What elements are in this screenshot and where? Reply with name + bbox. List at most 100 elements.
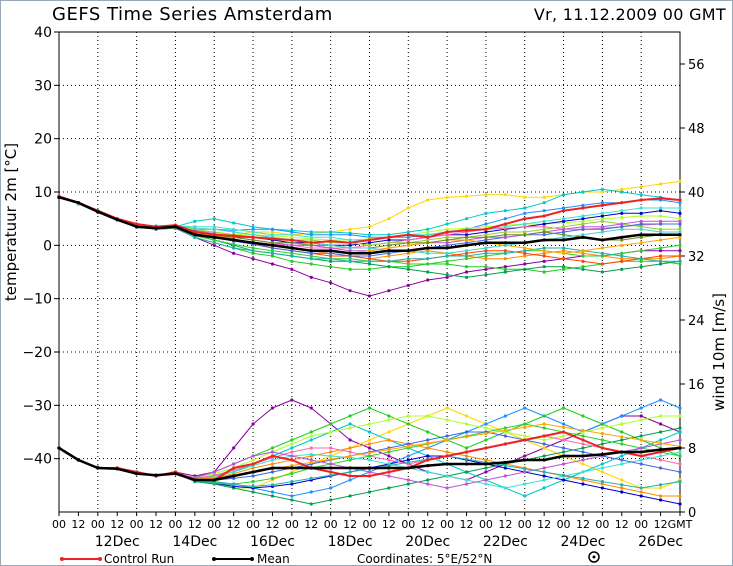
temperature-ensemble-line-point: [484, 222, 488, 226]
temperature-ensemble-line-point: [581, 249, 585, 253]
temperature-ensemble-line-point: [426, 249, 430, 253]
temperature-ensemble-line-point: [523, 225, 527, 229]
x-hour-label: 00: [363, 518, 377, 531]
temperature-ensemble-line-point: [658, 206, 663, 210]
wind-ensemble-line-point: [445, 434, 449, 438]
wind-ensemble-line-point: [484, 458, 488, 462]
temperature-ensemble-line-point: [464, 249, 469, 253]
temperature-ensemble-line-point: [426, 230, 430, 234]
wind-control-run-line-point: [387, 470, 391, 474]
temperature-ensemble-line-point: [387, 238, 391, 242]
temperature-ensemble-line-point: [329, 254, 333, 258]
wind-ensemble-line-point: [367, 470, 372, 474]
temperature-ensemble-line-point: [542, 246, 546, 250]
temperature-ensemble-line-point: [367, 267, 372, 271]
temperature-ensemble-line-point: [658, 230, 663, 234]
wind-ensemble-line-point: [600, 422, 604, 426]
temperature-ensemble-line-point: [561, 249, 566, 253]
temperature-mean-line-point: [484, 241, 488, 245]
temperature-control-run-line-point: [426, 235, 430, 239]
wind-ensemble-line-point: [523, 494, 527, 498]
temperature-ensemble-line-point: [387, 251, 391, 255]
wind-mean-line-point: [445, 462, 449, 466]
temperature-ensemble-line-point: [193, 219, 197, 223]
temperature-mean-line-point: [154, 226, 158, 230]
wind-ensemble-line-point: [639, 418, 643, 422]
wind-ensemble-line-point: [348, 446, 352, 450]
wind-control-run-line-point: [484, 446, 488, 450]
wind-ensemble-line-point: [639, 494, 643, 498]
temperature-ensemble-line-point: [270, 241, 275, 245]
temperature-ensemble-line-point: [523, 254, 527, 258]
temperature-ensemble-line-point: [639, 241, 643, 245]
temperature-ensemble-line-point: [367, 233, 372, 237]
temperature-ensemble-line-point: [387, 246, 391, 250]
x-hour-label: 00: [518, 518, 532, 531]
wind-ensemble-line-point: [464, 435, 469, 439]
temperature-ensemble-line-point: [542, 230, 546, 234]
wind-ensemble-line-point: [464, 482, 469, 486]
x-hour-label: 12: [304, 518, 318, 531]
wind-ensemble-line-point: [251, 474, 255, 478]
wind-mean-line-point: [270, 466, 275, 470]
wind-ensemble-line-point: [309, 406, 313, 410]
temperature-ensemble-line-point: [484, 238, 488, 242]
temperature-ensemble-line-point: [678, 211, 682, 215]
temperature-ensemble-line-point: [523, 267, 527, 271]
wind-ensemble-line-point: [581, 482, 585, 486]
temperature-ensemble-line-point: [270, 262, 275, 266]
y-tick-label-left: 30: [34, 78, 52, 94]
wind-ensemble-line-point: [426, 478, 430, 482]
temperature-ensemble-line-point: [426, 278, 430, 282]
wind-ensemble-line-point: [561, 422, 566, 426]
wind-ensemble-line-point: [620, 483, 624, 487]
temperature-ensemble-line-point: [581, 219, 585, 223]
wind-ensemble-line-point: [620, 462, 624, 466]
wind-mean-line-point: [76, 458, 81, 462]
temperature-ensemble-line-point: [658, 262, 663, 266]
wind-ensemble-line-point: [639, 434, 643, 438]
wind-ensemble-line-point: [406, 444, 410, 448]
wind-ensemble-line-point: [232, 476, 236, 480]
temperature-ensemble-line-point: [542, 227, 546, 231]
temperature-ensemble-line-point: [309, 254, 313, 258]
wind-ensemble-line-point: [387, 418, 391, 422]
temperature-control-run-line-point: [387, 235, 391, 239]
temperature-mean-line-point: [57, 195, 61, 199]
temperature-ensemble-line-point: [348, 257, 352, 261]
wind-ensemble-line-point: [542, 422, 546, 426]
wind-ensemble-line-point: [678, 494, 682, 498]
coordinates-label: Coordinates: 5°E/52°N: [357, 552, 492, 566]
wind-ensemble-line-point: [367, 438, 372, 442]
wind-ensemble-line-point: [426, 454, 430, 458]
temperature-ensemble-line-point: [290, 235, 294, 239]
temperature-ensemble-line-point: [484, 230, 488, 234]
temperature-ensemble-line-point: [523, 230, 527, 234]
wind-ensemble-line-point: [542, 474, 546, 478]
x-date-label: 12Dec: [95, 534, 140, 550]
wind-ensemble-line-point: [309, 434, 313, 438]
temperature-ensemble-line-point: [600, 214, 604, 218]
wind-ensemble-line-point: [251, 454, 255, 458]
wind-mean-line-point: [193, 478, 197, 482]
temperature-ensemble-line-point: [290, 251, 294, 255]
wind-ensemble-line-point: [426, 470, 430, 474]
temperature-ensemble-line-point: [445, 195, 449, 199]
temperature-ensemble-line-point: [464, 257, 469, 261]
y-tick-label-right: 16: [688, 378, 705, 393]
temperature-ensemble-line-point: [600, 225, 604, 229]
temperature-ensemble-line-point: [581, 217, 585, 221]
temperature-ensemble-line-point: [309, 235, 313, 239]
temperature-control-run-line-point: [251, 235, 255, 239]
wind-ensemble-line-point: [658, 494, 663, 498]
temperature-ensemble-line-point: [620, 267, 624, 271]
chart-subtitle: Vr, 11.12.2009 00 GMT: [534, 5, 726, 24]
wind-ensemble-line-point: [387, 448, 391, 452]
temperature-ensemble-line-point: [561, 265, 566, 269]
temperature-ensemble-line-point: [620, 259, 624, 263]
wind-mean-line-point: [658, 448, 663, 452]
temperature-ensemble-line-point: [639, 193, 643, 197]
temperature-mean-line-point: [251, 241, 255, 245]
temperature-ensemble-line-point: [503, 225, 507, 229]
temperature-ensemble-line-point: [503, 193, 507, 197]
